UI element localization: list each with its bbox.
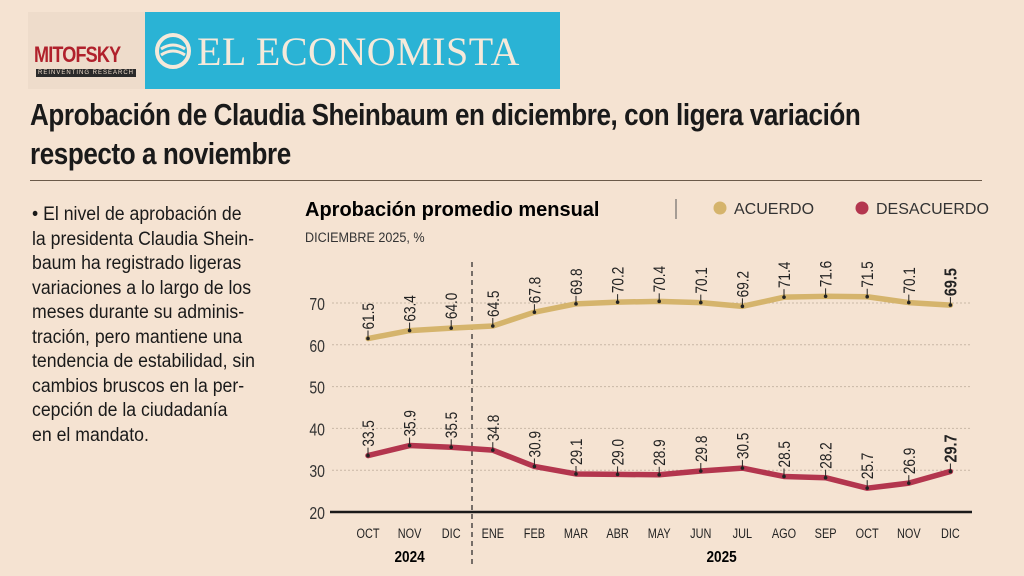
body-line: cepción de la ciudadanía [32,400,228,421]
data-label: 69.5 [941,268,961,296]
data-label: 29.7 [941,434,961,462]
x-tick-label: OCT [856,526,879,542]
legend-label-desacuerdo: DESACUERDO [876,201,989,218]
divider [30,180,982,181]
data-point [574,472,578,476]
data-label: 34.8 [484,415,503,441]
legend-marker-desacuerdo [855,201,869,215]
x-tick-label: SEP [815,526,837,542]
y-tick-label: 50 [309,378,325,398]
data-point [907,481,911,485]
chart-title: Aprobación promedio mensual [305,199,599,221]
data-point [699,300,703,305]
data-label: 71.5 [859,261,878,287]
body-line: tendencia de estabilidad, sin [32,351,256,372]
data-point [449,326,454,330]
data-label: 28.5 [776,441,795,467]
data-label: 29.1 [568,439,587,465]
data-point [657,472,661,477]
y-tick-label: 70 [309,294,325,314]
mitofsky-logo: MITOFSKY REINVENTING RESEARCH [34,38,142,82]
body-line: meses durante su adminis- [32,302,245,323]
data-label: 28.9 [651,439,670,465]
body-text: • El nivel de aprobación de la presidenta… [32,203,292,448]
body-line: variaciones a lo largo de los [32,277,252,299]
y-tick-label: 40 [309,420,325,440]
data-label: 63.4 [401,295,420,322]
data-label: 30.9 [526,431,545,457]
data-label: 69.8 [568,268,587,294]
y-tick-label: 60 [309,336,325,356]
data-point [407,443,412,448]
data-label: 33.5 [360,420,379,446]
data-label: 30.5 [734,433,753,459]
data-point [948,303,953,307]
x-tick-label: OCT [356,526,379,542]
data-point [532,310,537,314]
x-tick-label: AGO [772,526,796,542]
data-point [907,300,911,305]
chart-subtitle: DICIEMBRE 2025, % [305,229,425,245]
headline-line-1: Aprobación de Claudia Sheinbaum en dicie… [30,97,861,132]
body-line: cambios bruscos en la per- [32,375,245,397]
data-label: 25.7 [859,453,878,479]
body-line: en el mandato. [32,424,149,446]
data-label: 64.5 [484,291,503,317]
data-label: 35.9 [401,410,420,436]
mitofsky-wordmark: MITOFSKY [34,42,121,67]
x-tick-label: NOV [897,526,921,542]
data-point [948,469,953,474]
data-label: 61.5 [360,303,379,329]
data-label: 70.1 [900,267,919,293]
data-point [782,474,786,479]
data-label: 29.8 [692,436,711,462]
data-label: 70.2 [609,267,628,293]
y-tick-label: 30 [309,462,325,482]
x-tick-label: ENE [482,526,504,542]
data-label: 67.8 [526,277,545,303]
data-label: 35.5 [443,412,462,438]
body-line: tración, pero mantiene una [32,326,243,348]
data-label: 29.0 [609,439,628,465]
y-tick-label: 20 [309,503,325,523]
body-line: • El nivel de aprobación de [32,204,242,225]
headline: Aprobación de Claudia Sheinbaum en dicie… [30,95,971,173]
legend-marker-acuerdo [713,201,727,215]
data-label: 26.9 [900,448,919,474]
headline-line-2: respecto a noviembre [30,136,291,171]
x-tick-label: ABR [606,526,628,542]
mitofsky-tagline: REINVENTING RESEARCH [36,69,136,77]
x-tick-label: DIC [442,526,461,542]
data-point [366,336,370,341]
data-label: 70.1 [692,267,711,293]
data-label: 69.2 [734,271,753,297]
data-label: 71.6 [817,261,836,287]
data-label: 64.0 [443,293,462,319]
x-tick-label: JUL [733,526,752,542]
data-label: 71.4 [776,261,795,288]
year-label: 2024 [394,549,425,566]
x-tick-label: DIC [941,526,960,542]
x-tick-label: JUN [690,526,711,542]
el-economista-logo: EL ECONOMISTA [145,12,560,89]
globe-icon [155,33,191,69]
el-economista-wordmark: EL ECONOMISTA [197,29,520,74]
year-label: 2025 [706,549,736,566]
data-label: 28.2 [817,442,836,468]
data-point [449,445,454,450]
data-point [865,294,869,299]
x-tick-label: MAR [564,526,588,542]
x-tick-label: NOV [398,526,422,542]
x-tick-label: FEB [524,526,545,542]
body-line: baum ha registrado ligeras [32,253,242,274]
data-label: 70.4 [651,265,670,292]
legend-label-acuerdo: ACUERDO [734,201,814,218]
body-line: la presidenta Claudia Shein- [32,228,255,250]
x-tick-label: MAY [648,526,671,542]
